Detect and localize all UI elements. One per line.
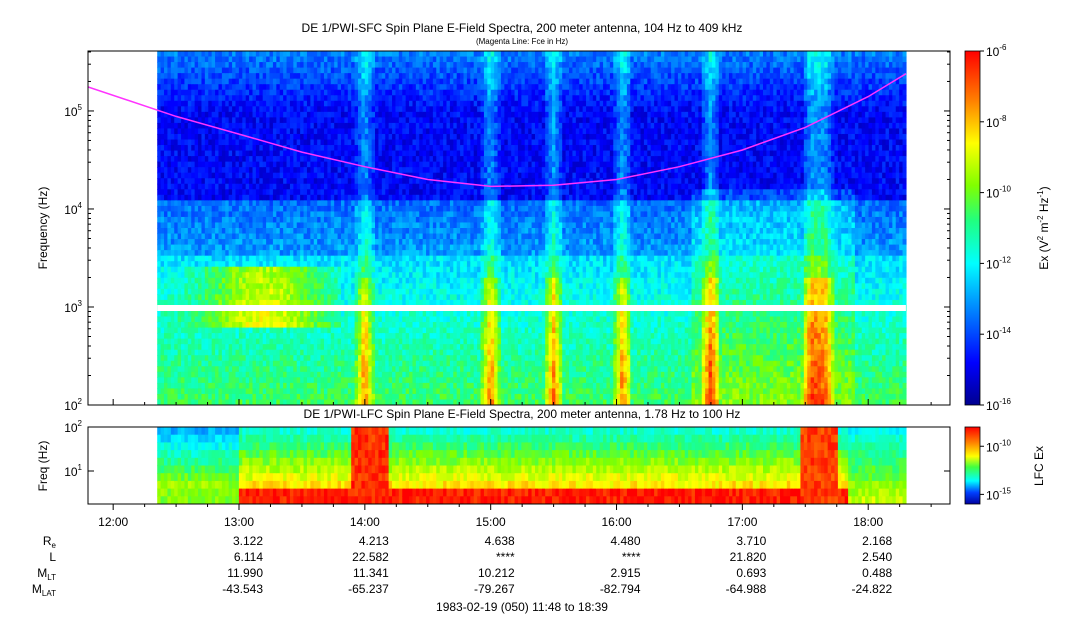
- sfc-ytick-label: 105: [64, 103, 82, 119]
- ephemeris-value: ****: [622, 550, 641, 564]
- ephemeris-value: -64.988: [726, 582, 767, 596]
- lfc-colorbar: 10-10 10-15 LFC Ex: [964, 426, 1046, 505]
- sfc-subtitle: (Magenta Line: Fce in Hz): [476, 37, 568, 46]
- sfc-spectrogram: [157, 51, 907, 405]
- lfc-ytick-label: 101: [64, 463, 82, 479]
- ephemeris-table: Re 3.122 4.213 4.638 4.480 3.710 2.168 L 6.114 22…: [32, 534, 893, 598]
- ephemeris-value: -65.237: [348, 582, 389, 596]
- time-tick-label: 12:00: [98, 515, 128, 529]
- colorbar-tick-label: 10-12: [986, 255, 1011, 271]
- colorbar-tick-label: 10-6: [986, 43, 1007, 59]
- time-range-footer: 1983-02-19 (050) 11:48 to 18:39: [436, 600, 608, 614]
- ephemeris-row-label: MLAT: [32, 582, 56, 598]
- colorbar-tick-label: 10-10: [986, 438, 1011, 454]
- sfc-title: DE 1/PWI-SFC Spin Plane E-Field Spectra,…: [302, 21, 743, 35]
- lfc-y-axis: 101 102: [64, 419, 950, 479]
- lfc-panel: 101 102 Freq (Hz) 12:00 13:00 14:00 15:00 16:…: [36, 399, 951, 529]
- sfc-ytick-label: 104: [64, 201, 82, 217]
- sfc-ytick-label: 103: [64, 299, 82, 315]
- time-tick-label: 14:00: [350, 515, 380, 529]
- ephemeris-value: 11.341: [353, 566, 389, 580]
- ephemeris-value: 0.693: [736, 566, 766, 580]
- colorbar-tick-label: 10-10: [986, 185, 1011, 201]
- ephemeris-value: 21.820: [730, 550, 767, 564]
- ephemeris-value: 0.488: [862, 566, 892, 580]
- time-tick-label: 17:00: [727, 515, 757, 529]
- time-tick-label: 18:00: [853, 515, 883, 529]
- ephemeris-value: -24.822: [852, 582, 893, 596]
- sfc-ytick-label: 102: [64, 397, 82, 413]
- ephemeris-value: 10.212: [478, 566, 515, 580]
- ephemeris-value: 4.638: [485, 534, 515, 548]
- lfc-ylabel: Freq (Hz): [36, 441, 50, 492]
- time-tick-label: 15:00: [476, 515, 506, 529]
- sfc-colorbar-label: Ex (V2 m-2 Hz-1): [1036, 186, 1051, 269]
- ephemeris-value: 6.114: [234, 550, 263, 564]
- ephemeris-value: -79.267: [474, 582, 515, 596]
- ephemeris-value: 11.990: [227, 566, 263, 580]
- fce-line: [88, 73, 907, 188]
- lfc-frame: [87, 426, 951, 505]
- ephemeris-value: 2.540: [862, 550, 892, 564]
- sfc-frame: [87, 50, 951, 406]
- colorbar-tick-label: 10-8: [986, 114, 1007, 130]
- ephemeris-value: 2.168: [862, 534, 892, 548]
- sfc-panel: 102 103 104 105 Frequency (Hz): [36, 50, 951, 413]
- sfc-ylabel: Frequency (Hz): [36, 187, 50, 270]
- colorbar-tick-label: 10-15: [986, 486, 1011, 502]
- ephemeris-value: ****: [496, 550, 515, 564]
- colorbar-tick-label: 10-14: [986, 326, 1011, 342]
- ephemeris-row-label: Re: [43, 534, 57, 550]
- lfc-title: DE 1/PWI-LFC Spin Plane E-Field Spectra,…: [304, 407, 741, 421]
- ephemeris-value: 2.915: [610, 566, 640, 580]
- ephemeris-value: 22.582: [352, 550, 389, 564]
- sfc-y-axis: 102 103 104 105: [64, 51, 950, 413]
- time-axis: 12:00 13:00 14:00 15:00 16:00 17:00 18:00: [98, 399, 932, 529]
- time-tick-label: 13:00: [224, 515, 254, 529]
- ephemeris-value: -43.543: [222, 582, 263, 596]
- ephemeris-row-label: MLT: [37, 566, 56, 582]
- ephemeris-row-label: L: [49, 550, 56, 564]
- ephemeris-value: 4.213: [359, 534, 389, 548]
- ephemeris-value: 3.122: [233, 534, 263, 548]
- lfc-spectrogram: [157, 427, 907, 504]
- ephemeris-value: 4.480: [610, 534, 640, 548]
- ephemeris-value: 3.710: [736, 534, 766, 548]
- colorbar-tick-label: 10-16: [986, 397, 1011, 413]
- time-tick-label: 16:00: [602, 515, 632, 529]
- lfc-ytick-label: 102: [64, 419, 82, 435]
- sfc-colorbar: 10-6 10-8 10-10 10-12 10-14 10-16 Ex (V2 m-2 …: [964, 43, 1051, 413]
- ephemeris-value: -82.794: [600, 582, 641, 596]
- lfc-colorbar-label: LFC Ex: [1032, 446, 1046, 486]
